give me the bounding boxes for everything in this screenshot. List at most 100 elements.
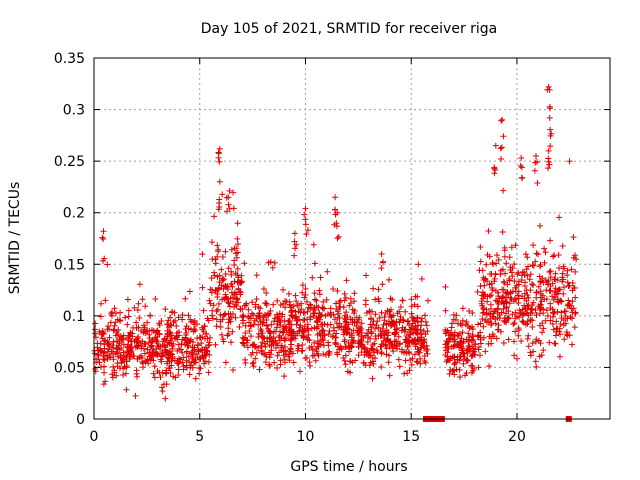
data-point [122, 314, 129, 321]
data-point [279, 311, 286, 318]
data-point-peak [492, 142, 499, 149]
data-point [535, 337, 542, 344]
data-point [117, 309, 124, 316]
data-point [292, 335, 299, 342]
data-point [533, 250, 540, 257]
data-point [556, 214, 563, 221]
data-point [326, 350, 333, 357]
data-point [229, 311, 236, 318]
data-point [168, 340, 175, 347]
data-point [258, 343, 265, 350]
data-point [228, 246, 235, 253]
data-point [395, 356, 402, 363]
data-point [418, 318, 425, 325]
data-point [484, 298, 491, 305]
y-tick-label: 0.35 [54, 51, 85, 67]
data-point [304, 336, 311, 343]
data-point [385, 359, 392, 366]
data-point [216, 285, 223, 292]
data-point [376, 314, 383, 321]
data-point [553, 291, 560, 298]
data-point [373, 347, 380, 354]
data-point [296, 368, 303, 375]
data-point [449, 368, 456, 375]
data-point [457, 353, 464, 360]
data-point [349, 316, 356, 323]
data-point [252, 301, 259, 308]
data-point [507, 289, 514, 296]
data-point [293, 317, 300, 324]
data-point [146, 327, 153, 334]
data-point [456, 366, 463, 373]
data-point [334, 314, 341, 321]
data-point [501, 253, 508, 260]
data-point [283, 298, 290, 305]
data-point [382, 342, 389, 349]
data-point [537, 322, 544, 329]
data-point [196, 356, 203, 363]
data-point [488, 340, 495, 347]
data-point [94, 340, 101, 347]
data-point [222, 291, 229, 298]
data-point [273, 324, 280, 331]
data-point-peak [545, 147, 552, 154]
data-point [355, 344, 362, 351]
data-point [564, 272, 571, 279]
data-point [479, 302, 486, 309]
data-point [487, 271, 494, 278]
data-point [260, 285, 267, 292]
data-point [552, 285, 559, 292]
data-point [304, 308, 311, 315]
data-point [309, 352, 316, 359]
data-point [477, 334, 484, 341]
data-point-peak [332, 194, 339, 201]
data-point [130, 353, 137, 360]
data-point [353, 323, 360, 330]
data-point [337, 297, 344, 304]
data-point [302, 285, 309, 292]
data-point-peak [498, 144, 505, 151]
data-point [527, 349, 534, 356]
data-point [341, 338, 348, 345]
data-point [232, 270, 239, 277]
data-point [347, 342, 354, 349]
data-point [567, 314, 574, 321]
data-point [480, 295, 487, 302]
data-point [524, 292, 531, 299]
data-point [524, 335, 531, 342]
data-point [228, 271, 235, 278]
data-point [532, 307, 539, 314]
data-point [281, 335, 288, 342]
chart-title: Day 105 of 2021, SRMTID for receiver rig… [201, 21, 498, 37]
data-point [183, 357, 190, 364]
data-point [383, 351, 390, 358]
data-point [100, 356, 107, 363]
data-point [158, 353, 165, 360]
data-point-peak [378, 250, 385, 257]
data-point [375, 298, 382, 305]
data-point [205, 369, 212, 376]
data-point [267, 307, 274, 314]
data-point [148, 342, 155, 349]
data-point-peak [335, 233, 342, 240]
data-point [537, 290, 544, 297]
data-point [167, 314, 174, 321]
data-point [409, 314, 416, 321]
data-point [564, 279, 571, 286]
data-point [245, 313, 252, 320]
data-point [197, 365, 204, 372]
data-point [290, 303, 297, 310]
data-point [489, 259, 496, 266]
data-point [135, 300, 142, 307]
data-point [104, 326, 111, 333]
data-point-peak [531, 167, 538, 174]
data-point [514, 355, 521, 362]
data-point [572, 294, 579, 301]
data-point [459, 305, 466, 312]
data-point [216, 279, 223, 286]
data-point [182, 295, 189, 302]
data-point [378, 350, 385, 357]
data-point-peak [379, 281, 386, 288]
data-point [155, 343, 162, 350]
data-point [367, 315, 374, 322]
